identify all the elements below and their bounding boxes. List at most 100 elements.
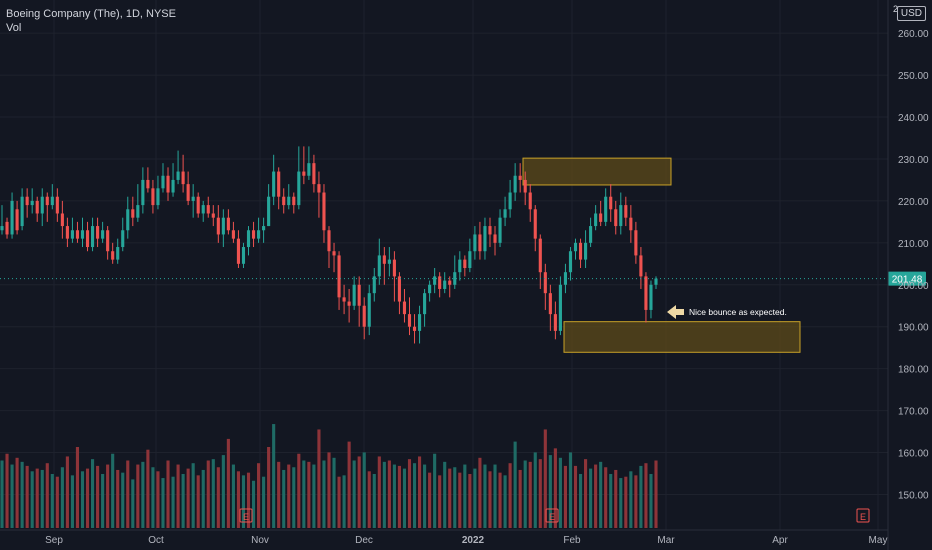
candle-body bbox=[417, 314, 422, 331]
candle-body bbox=[166, 175, 170, 193]
volume-bar bbox=[282, 469, 286, 528]
volume-bar bbox=[342, 475, 346, 528]
candle-body bbox=[558, 284, 562, 331]
candle-body bbox=[101, 230, 105, 239]
volume-bar bbox=[267, 447, 271, 528]
volume-bar bbox=[176, 464, 180, 528]
candle-body bbox=[594, 213, 598, 227]
volume-bar bbox=[433, 453, 437, 528]
volume-bar bbox=[357, 456, 361, 528]
candle-body bbox=[604, 196, 608, 222]
volume-bar bbox=[629, 471, 633, 528]
candle-body bbox=[649, 284, 653, 310]
volume-bar bbox=[80, 471, 85, 528]
candle-body bbox=[161, 175, 165, 189]
candle-body bbox=[392, 259, 396, 277]
candle-body bbox=[45, 196, 49, 206]
candle-body bbox=[0, 226, 4, 231]
candle-body bbox=[634, 230, 638, 256]
volume-bar bbox=[473, 468, 477, 528]
candle-body bbox=[498, 217, 502, 243]
candle-body bbox=[654, 278, 658, 285]
time-tick-label: May bbox=[869, 535, 888, 546]
volume-bar bbox=[594, 464, 598, 528]
candle-body bbox=[357, 284, 361, 306]
candle-body bbox=[589, 226, 593, 243]
volume-bar bbox=[171, 476, 175, 528]
volume-bar bbox=[262, 476, 266, 528]
candle-body bbox=[186, 184, 190, 201]
volume-bar bbox=[513, 441, 517, 528]
candle-body bbox=[508, 192, 512, 210]
price-tick-label: 260.00 bbox=[898, 29, 929, 40]
volume-bar bbox=[181, 474, 185, 528]
volume-bar bbox=[382, 461, 386, 528]
annotation-arrow-icon bbox=[667, 305, 684, 320]
volume-bar bbox=[156, 471, 160, 528]
currency-button[interactable]: USD bbox=[896, 6, 926, 21]
volume-bar bbox=[141, 461, 145, 528]
price-tick-label: 240.00 bbox=[898, 113, 929, 124]
candle-body bbox=[599, 213, 603, 222]
volume-bar bbox=[0, 460, 4, 528]
candle-body bbox=[423, 293, 427, 315]
volume-bar bbox=[257, 463, 261, 528]
volume-bar bbox=[75, 447, 80, 528]
candle-body bbox=[80, 230, 85, 239]
volume-bar bbox=[40, 469, 44, 528]
volume-bar bbox=[392, 464, 396, 528]
volume-bar bbox=[116, 469, 120, 528]
price-tick-label: 200.00 bbox=[898, 281, 929, 292]
candle-body bbox=[397, 276, 401, 302]
volume-bar bbox=[35, 468, 39, 528]
volume-bar bbox=[121, 472, 125, 528]
candle-body bbox=[503, 209, 507, 218]
candle-body bbox=[231, 230, 235, 239]
candle-body bbox=[387, 259, 391, 264]
price-tick-label: 150.00 bbox=[898, 490, 929, 501]
volume-bar bbox=[226, 438, 230, 528]
time-tick-label: Nov bbox=[251, 535, 269, 546]
candle-body bbox=[468, 251, 472, 268]
volume-bar bbox=[573, 465, 578, 528]
grid bbox=[0, 0, 888, 530]
candle-body bbox=[40, 196, 44, 214]
volume-bar bbox=[352, 460, 356, 528]
volume-bar bbox=[277, 461, 281, 528]
volume-bar bbox=[90, 459, 95, 528]
volume-bar bbox=[131, 479, 135, 528]
candle-body bbox=[639, 255, 643, 277]
candle-body bbox=[267, 196, 271, 227]
volume-bar bbox=[221, 455, 225, 528]
volume-bar bbox=[96, 465, 100, 528]
volume-bar bbox=[654, 460, 658, 528]
volume-bar bbox=[332, 457, 336, 528]
volume-bar bbox=[553, 448, 557, 528]
volume-bar bbox=[146, 449, 150, 528]
volume-bar bbox=[302, 460, 306, 528]
price-tick-label: 210.00 bbox=[898, 239, 929, 250]
candle-body bbox=[90, 226, 95, 248]
volume-bar bbox=[634, 475, 638, 528]
candle-body bbox=[60, 213, 64, 227]
candle-body bbox=[191, 196, 195, 201]
volume-bar bbox=[186, 468, 190, 528]
candle-body bbox=[443, 280, 447, 289]
candle-body bbox=[322, 192, 326, 231]
candle-body bbox=[513, 175, 517, 193]
candle-body bbox=[538, 238, 542, 273]
volume-bar bbox=[543, 429, 547, 528]
price-tick-label: 160.00 bbox=[898, 449, 929, 460]
volume-bar bbox=[578, 474, 583, 528]
price-tick-label: 180.00 bbox=[898, 365, 929, 376]
earnings-marker: E bbox=[545, 508, 559, 523]
volume-bar bbox=[488, 471, 492, 528]
volume-bar bbox=[101, 474, 105, 528]
volume-bar bbox=[428, 472, 432, 528]
earnings-label: E bbox=[860, 512, 866, 522]
volume-bar bbox=[151, 467, 155, 528]
candle-body bbox=[141, 179, 145, 206]
volume-bar bbox=[367, 471, 371, 528]
